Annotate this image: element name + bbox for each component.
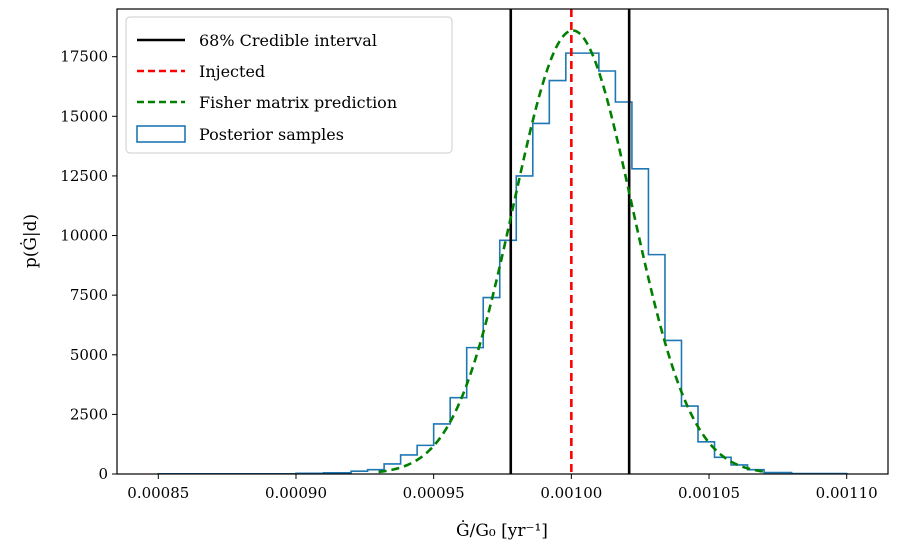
- y-tick-label: 10000: [60, 227, 108, 245]
- y-tick-label: 0: [98, 465, 108, 483]
- y-tick-label: 2500: [70, 405, 108, 423]
- y-tick-label: 5000: [70, 346, 108, 364]
- axes-frame: [116, 8, 889, 475]
- y-axis-ticks: 0 2500 5000 7500 10000 12500 15000 17500: [60, 48, 117, 483]
- x-tick-label: 0.00085: [127, 484, 189, 502]
- y-axis-label: p(Ġ|d): [20, 214, 41, 268]
- legend-label-injected: Injected: [199, 62, 265, 81]
- x-axis-ticks: 0.00085 0.00090 0.00095 0.00100 0.00105 0.001…: [127, 474, 878, 502]
- x-tick-label: 0.00105: [678, 484, 740, 502]
- x-tick-label: 0.00100: [540, 484, 602, 502]
- fisher-prediction-curve: [378, 29, 765, 474]
- posterior-histogram: [157, 52, 848, 474]
- legend-label-posterior: Posterior samples: [199, 125, 344, 144]
- x-tick-label: 0.00095: [403, 484, 465, 502]
- y-tick-label: 7500: [70, 286, 108, 304]
- plot-area: [157, 9, 848, 474]
- legend-box: [125, 16, 453, 154]
- legend-swatch-posterior: [136, 125, 186, 143]
- y-tick-label: 15000: [60, 107, 108, 125]
- x-axis-label: Ġ/G₀ [yr⁻¹]: [456, 520, 548, 541]
- legend: 68% Credible interval Injected Fisher ma…: [125, 16, 453, 154]
- x-tick-label: 0.00090: [265, 484, 327, 502]
- x-tick-label: 0.00110: [816, 484, 878, 502]
- legend-label-fisher: Fisher matrix prediction: [199, 93, 397, 112]
- y-tick-label: 12500: [60, 167, 108, 185]
- legend-label-credible-interval: 68% Credible interval: [199, 31, 377, 50]
- y-tick-label: 17500: [60, 48, 108, 66]
